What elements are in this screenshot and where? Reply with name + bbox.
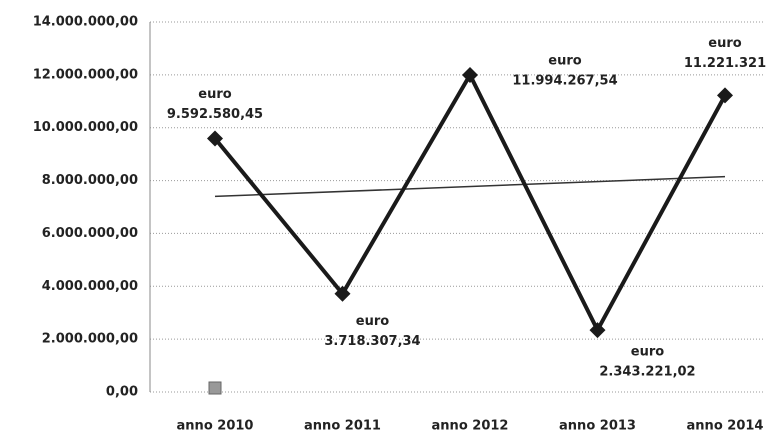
data-label-prefix: euro — [198, 87, 231, 102]
x-tick-label: anno 2010 — [177, 419, 254, 434]
point-marker — [334, 285, 351, 302]
data-label: 11.221.321 — [684, 56, 766, 71]
data-label: 9.592.580,45 — [167, 107, 263, 122]
data-label-prefix: euro — [356, 314, 389, 329]
point-marker — [207, 130, 223, 147]
data-label: 3.718.307,34 — [324, 334, 420, 349]
series-line — [213, 70, 727, 335]
data-label: 11.994.267,54 — [512, 74, 617, 89]
point-marker — [462, 67, 478, 84]
data-label-prefix: euro — [548, 54, 581, 69]
point-marker — [717, 87, 733, 104]
data-label-prefix: euro — [631, 345, 664, 360]
x-tick-label: anno 2011 — [304, 419, 381, 434]
y-tick-label: 6.000.000,00 — [42, 226, 138, 241]
point-marker — [589, 322, 606, 339]
y-tick-label: 2.000.000,00 — [42, 332, 138, 347]
y-tick-label: 12.000.000,00 — [33, 67, 138, 82]
legend-marker — [208, 381, 222, 395]
x-tick-label: anno 2013 — [559, 419, 636, 434]
x-tick-label: anno 2014 — [687, 419, 764, 434]
data-label: 2.343.221,02 — [599, 365, 695, 380]
y-tick-label: 0,00 — [106, 385, 138, 400]
trend-line — [214, 175, 726, 198]
data-label-prefix: euro — [708, 36, 741, 51]
y-tick-label: 14.000.000,00 — [33, 15, 138, 30]
y-tick-label: 8.000.000,00 — [42, 173, 138, 188]
y-tick-label: 4.000.000,00 — [42, 279, 138, 294]
y-tick-label: 10.000.000,00 — [33, 120, 138, 135]
x-tick-label: anno 2012 — [432, 419, 509, 434]
